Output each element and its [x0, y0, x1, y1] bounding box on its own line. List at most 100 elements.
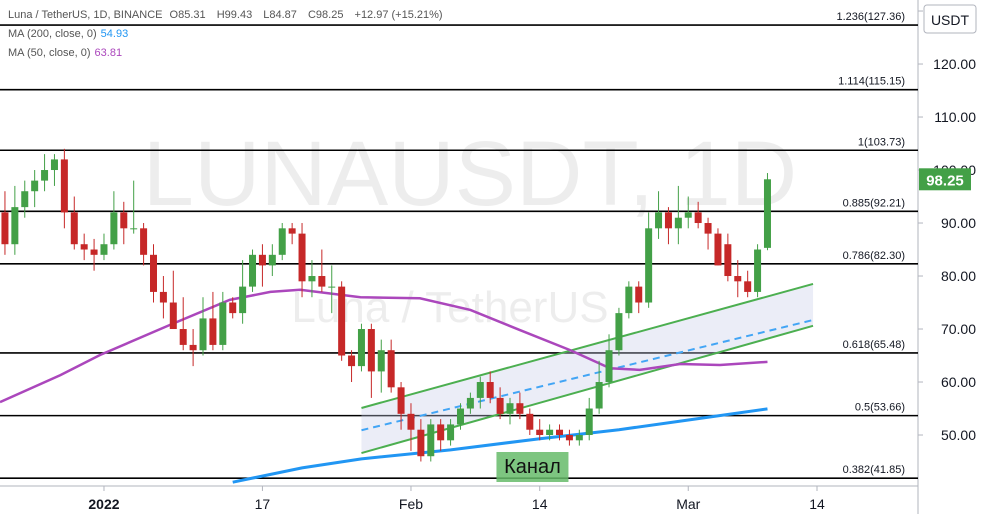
candle-body — [11, 207, 19, 245]
candle-body — [655, 212, 663, 229]
ohlc: L84.87 — [263, 9, 301, 21]
candle-body — [397, 387, 405, 414]
candle-body — [70, 212, 78, 245]
candle-body — [298, 233, 306, 282]
x-tick-label: 14 — [809, 496, 825, 512]
candle-body — [714, 233, 722, 266]
candle-body — [763, 179, 771, 248]
candle-body — [565, 435, 573, 441]
candle-body — [595, 382, 603, 409]
ohlc: C98.25 — [308, 9, 347, 21]
ma-value: 63.81 — [94, 47, 123, 59]
candle-body — [645, 228, 653, 303]
candle-body — [754, 249, 762, 292]
y-tick-label: 80.00 — [941, 268, 976, 284]
candle-body — [447, 424, 455, 441]
candle-body — [546, 429, 554, 436]
candle-body — [526, 413, 534, 430]
candle-body — [41, 170, 49, 181]
candle-body — [308, 276, 316, 282]
candle-body — [80, 244, 88, 250]
candle-body — [209, 318, 217, 345]
candle-body — [496, 397, 504, 414]
candle-body — [179, 329, 187, 345]
candle-body — [456, 408, 464, 425]
candle-body — [219, 302, 227, 345]
candle-body — [437, 424, 445, 441]
y-tick-label: 110.00 — [934, 109, 976, 125]
candle-body — [31, 180, 39, 192]
change: +12.97 (+15.21%) — [354, 9, 443, 21]
candle-body — [268, 254, 276, 266]
candle-body — [189, 344, 197, 351]
candle-body — [149, 254, 157, 292]
currency: USDT — [931, 12, 970, 28]
candle-body — [615, 313, 623, 351]
ma-line — [0, 288, 768, 404]
candle-body — [140, 228, 148, 255]
candle-body — [585, 408, 593, 436]
candle-body — [744, 281, 752, 292]
candle-body — [130, 228, 138, 230]
h-val: 99.43 — [224, 9, 253, 21]
candle-body — [674, 217, 682, 229]
candle-body — [21, 191, 29, 208]
plot-area: 1.236(127.36) 1.114(115.15) 1(103.73) 0.885… — [0, 11, 918, 484]
legend-row: MA (200, close, 0) 54.93 — [8, 25, 447, 44]
candle-body — [486, 382, 494, 398]
candle-body — [684, 212, 692, 218]
price-tag — [919, 168, 971, 191]
candle-body — [120, 212, 128, 229]
candle-body — [348, 355, 356, 367]
candle-body — [169, 302, 177, 330]
candle-body — [199, 318, 207, 351]
channel-label-box — [496, 452, 569, 482]
x-tick-label: Mar — [676, 496, 700, 512]
candle-body — [318, 276, 326, 287]
ohlc: H99.43 — [217, 9, 256, 21]
fib-label: 0.786(82.30) — [843, 250, 905, 262]
channel-lower — [361, 324, 814, 454]
candle-body — [466, 397, 474, 409]
candle-body — [367, 329, 375, 372]
candle-body — [556, 429, 564, 436]
candle-body — [516, 403, 524, 414]
price-tag-label: 98.25 — [926, 172, 964, 189]
candle-body — [536, 429, 544, 436]
candle-body — [625, 286, 633, 314]
candle-body — [229, 302, 237, 314]
candle-body — [50, 159, 58, 171]
x-tick-label: 2022 — [88, 496, 119, 512]
x-tick-label: 14 — [532, 496, 548, 512]
fib-label: 0.382(41.85) — [843, 464, 905, 476]
candle-body — [278, 228, 286, 255]
candle-body — [417, 429, 425, 457]
symbol: Luna / TetherUS, 1D, BINANCE — [8, 9, 163, 21]
fib-label: 0.885(92.21) — [843, 197, 905, 209]
y-tick-label: 50.00 — [941, 427, 976, 443]
ma-value: 54.93 — [100, 28, 129, 40]
candle-body — [734, 276, 742, 282]
ma-line — [232, 407, 768, 484]
candle-body — [159, 291, 167, 303]
candle-body — [338, 286, 346, 356]
watermark: LUNAUSDT, 1D — [143, 123, 797, 225]
candle-body — [575, 435, 583, 441]
l: L — [263, 9, 270, 21]
fib-label: 0.618(65.48) — [843, 339, 905, 351]
y-tick-label: 120.00 — [933, 56, 976, 72]
legend: Luna / TetherUS, 1D, BINANCE O85.31 H99.… — [8, 6, 447, 63]
candle-body — [476, 382, 484, 398]
channel-middle — [361, 319, 814, 432]
y-tick-label: 90.00 — [941, 215, 976, 231]
legend-row: Luna / TetherUS, 1D, BINANCE O85.31 H99.… — [8, 6, 447, 25]
h: H — [216, 9, 225, 21]
currency-box — [923, 4, 977, 34]
fib-label: 1.236(127.36) — [837, 11, 906, 23]
ma-name: MA (50, close, 0) — [8, 47, 91, 59]
fib-label: 1(103.73) — [858, 136, 905, 148]
y-tick-label: 70.00 — [941, 321, 976, 337]
ma-name: MA (200, close, 0) — [8, 28, 97, 40]
candle-body — [288, 228, 296, 234]
